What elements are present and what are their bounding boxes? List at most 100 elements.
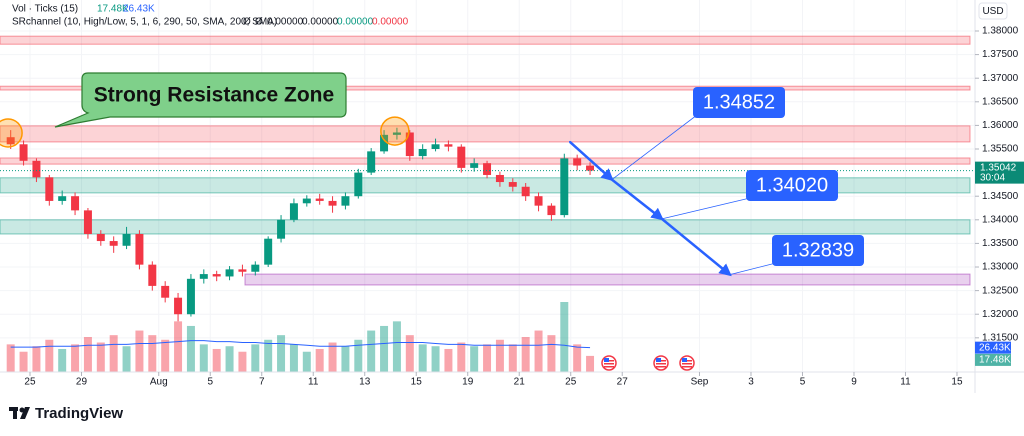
candle-body [328, 200, 337, 206]
volume-bar [148, 335, 157, 372]
x-tick-label: 21 [514, 377, 526, 388]
candle-body [341, 196, 350, 206]
candle-body [495, 174, 504, 183]
srchannel-value: 0.00000 [337, 17, 374, 28]
candle-body [483, 163, 492, 175]
candle-body [302, 198, 311, 204]
volume-bar [560, 302, 569, 372]
candle-body [380, 134, 389, 152]
volume-bar [238, 351, 247, 372]
price-badge-text: 1.35042 [980, 162, 1017, 173]
srchannel-value: 0.00000 [372, 17, 409, 28]
candle-body [161, 285, 170, 298]
volume-bar [495, 339, 504, 372]
volume-bar [315, 348, 324, 372]
candle-body [354, 172, 363, 197]
y-tick-label: 1.31500 [982, 332, 1019, 343]
x-tick-label: 11 [900, 377, 911, 388]
zone [0, 35, 971, 45]
srchannel-value: 0.00000 [267, 17, 304, 28]
zone [0, 177, 971, 194]
volume-bar [341, 346, 350, 372]
candles [6, 127, 595, 322]
candle-body [148, 264, 157, 286]
srchannel-value: Ø [255, 17, 263, 28]
x-tick-label: 13 [359, 377, 371, 388]
volume-bar [83, 337, 92, 372]
candle-body [186, 278, 195, 315]
candle-body [367, 151, 376, 173]
x-tick-label: 9 [851, 377, 857, 388]
candle-body [521, 186, 530, 197]
axes: 1.38000 1.37500 1.37000 1.36500 1.36000 1.355… [24, 26, 1018, 388]
volume-bar [392, 321, 401, 372]
volume-bar [405, 335, 414, 372]
volume-bar [354, 339, 363, 372]
target-connector [661, 197, 751, 220]
event-icons [601, 355, 695, 371]
volume-bar [71, 344, 80, 372]
volume-bar [418, 344, 427, 372]
y-tick-label: 1.35500 [982, 144, 1019, 155]
candle-body [45, 177, 54, 201]
volume-bar [122, 346, 131, 372]
volume-bar [186, 325, 195, 372]
candle-body [457, 146, 466, 168]
ma-badge-text: 26.43K [979, 342, 1011, 353]
price-badge [975, 161, 1024, 184]
volume-bar [277, 335, 286, 372]
x-tick-label: 11 [308, 377, 319, 388]
candle-body [225, 269, 234, 277]
projection-arrow [661, 217, 732, 277]
y-tick-label: 1.33000 [982, 262, 1019, 273]
volume-bar [508, 344, 517, 372]
currency: USD [982, 6, 1003, 17]
volume-bar [547, 335, 556, 372]
volume-bar [19, 351, 28, 372]
volume-bar [135, 330, 144, 372]
zones [0, 35, 971, 286]
volume-bar [212, 348, 221, 372]
target-label: 1.32839 [782, 239, 854, 261]
volume-bar [444, 348, 453, 372]
callout-text: Strong Resistance Zone [94, 84, 334, 107]
volume-bar [534, 330, 543, 372]
target-label: 1.34020 [756, 174, 828, 196]
countdown: 30:04 [980, 172, 1005, 183]
volume-legend: Vol · Ticks (15) [12, 4, 78, 15]
candle-body [109, 241, 118, 246]
y-tick-label: 1.37500 [982, 49, 1019, 60]
x-tick-label: 15 [411, 377, 423, 388]
x-tick-label: 25 [24, 377, 36, 388]
target-connector [729, 262, 777, 276]
target-box [746, 170, 838, 201]
volume-bar [264, 339, 273, 372]
candle-body [392, 132, 401, 135]
zone [0, 219, 971, 235]
target-label: 1.34852 [703, 91, 775, 113]
candle-body [547, 205, 556, 216]
brand-logo [9, 407, 30, 419]
candle-body [6, 137, 15, 145]
candle-body [418, 149, 427, 157]
volume-bar [96, 342, 105, 372]
volume-badge-text: 17.48K [979, 355, 1011, 366]
highlight-circle [0, 118, 23, 148]
volume-legend-value: 17.48K [97, 4, 129, 15]
candle-body [19, 144, 28, 161]
candle-body [444, 144, 453, 147]
y-tick-label: 1.32000 [982, 309, 1019, 320]
volume-pane [6, 302, 595, 372]
y-tick-label: 1.32500 [982, 285, 1019, 296]
volume-bar [380, 325, 389, 372]
volume-bar [225, 346, 234, 372]
volume-bar [251, 344, 260, 372]
candle-body [534, 196, 543, 206]
x-tick-label: 15 [951, 377, 963, 388]
zone [0, 125, 971, 143]
x-tick-label: 19 [462, 377, 474, 388]
candle-body [431, 144, 440, 150]
volume-bar [586, 355, 595, 372]
y-tick-label: 1.34500 [982, 191, 1019, 202]
